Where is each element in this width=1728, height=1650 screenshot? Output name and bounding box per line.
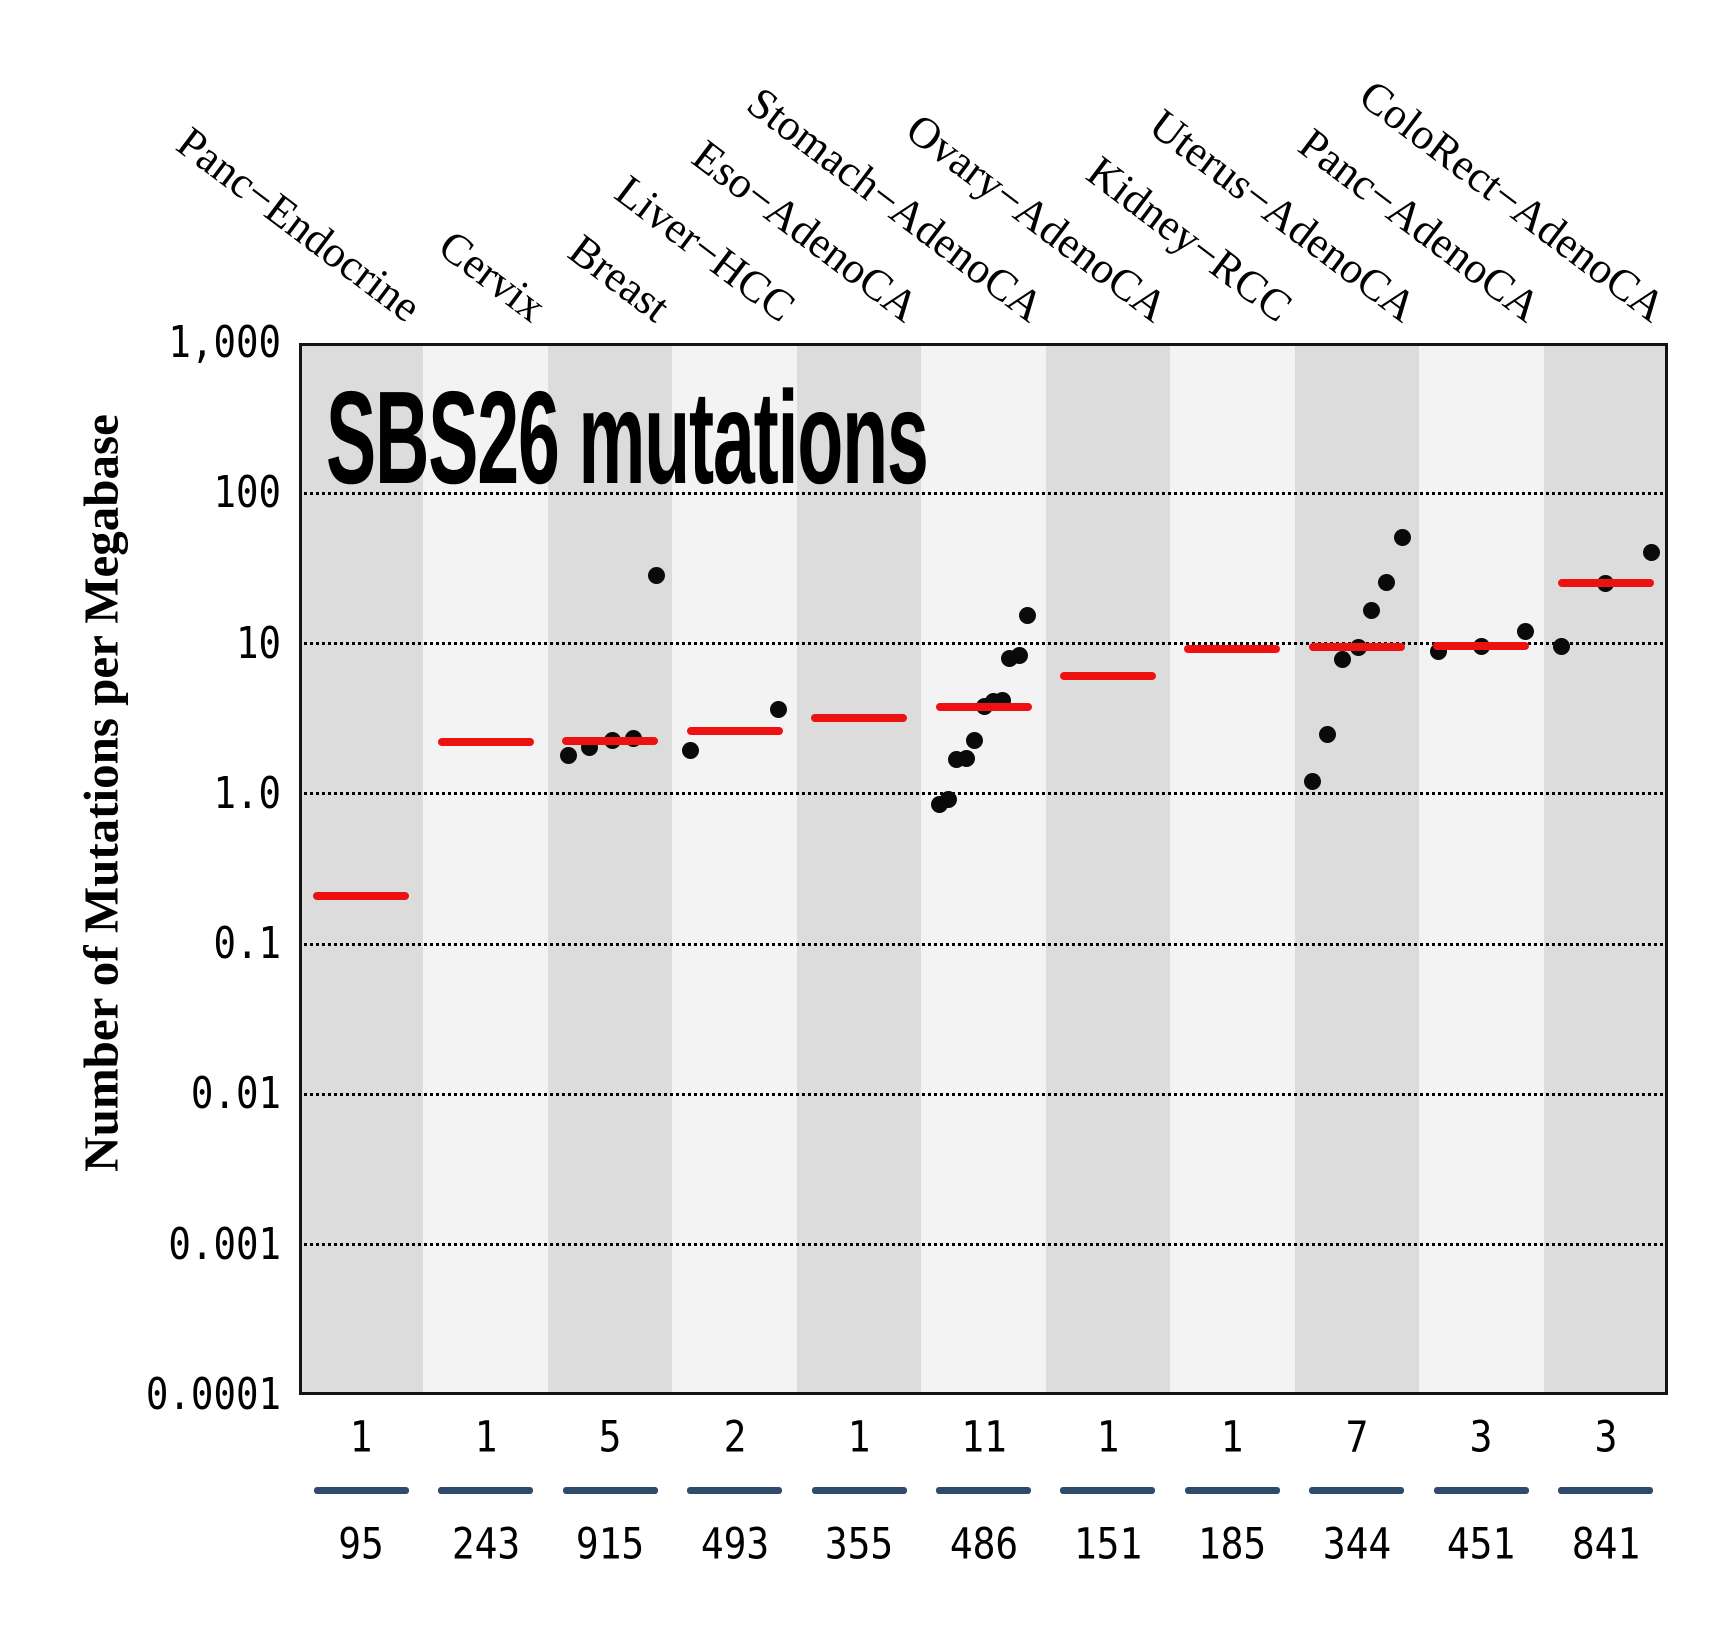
mutated-count: 3 bbox=[1469, 1412, 1493, 1463]
y-gridline bbox=[299, 942, 1668, 946]
fraction-divider bbox=[1060, 1487, 1156, 1494]
total-count: 344 bbox=[1322, 1519, 1392, 1570]
y-tick-label: 0.0001 bbox=[145, 1369, 281, 1420]
fraction-divider bbox=[1558, 1487, 1654, 1494]
total-count: 151 bbox=[1073, 1519, 1143, 1570]
column-band bbox=[1543, 343, 1668, 1395]
fraction-divider bbox=[1184, 1487, 1280, 1494]
median-line bbox=[437, 738, 534, 747]
total-count: 451 bbox=[1447, 1519, 1516, 1570]
column-band bbox=[299, 343, 424, 1395]
sample-dot bbox=[1394, 528, 1412, 546]
y-gridline bbox=[299, 792, 1668, 796]
sample-dot bbox=[682, 742, 700, 760]
column-band bbox=[1294, 343, 1420, 1395]
median-line bbox=[935, 702, 1032, 711]
fraction-divider bbox=[438, 1487, 534, 1494]
y-gridline bbox=[299, 642, 1668, 646]
total-count: 841 bbox=[1571, 1519, 1640, 1570]
median-line bbox=[313, 891, 410, 900]
column-band bbox=[547, 343, 673, 1395]
mutated-count: 1 bbox=[349, 1412, 373, 1463]
mutated-count: 5 bbox=[598, 1412, 622, 1463]
column-band bbox=[1419, 343, 1545, 1395]
sample-dot bbox=[966, 732, 983, 750]
column-band bbox=[672, 343, 798, 1395]
sample-dot bbox=[1304, 773, 1322, 791]
y-tick-label: 100 bbox=[213, 467, 281, 519]
column-band bbox=[921, 343, 1047, 1395]
mutated-count: 2 bbox=[723, 1412, 746, 1463]
column-label: Cervix bbox=[429, 220, 555, 332]
column-band bbox=[1045, 343, 1171, 1395]
fraction-divider bbox=[562, 1487, 658, 1494]
y-tick-label: 1.0 bbox=[213, 767, 281, 819]
chart-title: SBS26 mutations bbox=[326, 364, 929, 511]
y-gridline bbox=[299, 1092, 1668, 1096]
sample-dot bbox=[958, 749, 975, 767]
median-line bbox=[562, 736, 659, 745]
fraction-divider bbox=[1309, 1487, 1405, 1494]
fraction-divider bbox=[687, 1487, 783, 1494]
sample-dot bbox=[647, 566, 665, 584]
median-line bbox=[1308, 643, 1405, 652]
sample-dot bbox=[1334, 651, 1352, 669]
y-gridline bbox=[299, 491, 1668, 495]
y-tick-label: 0.1 bbox=[213, 918, 281, 970]
median-line bbox=[1557, 579, 1654, 588]
total-count: 185 bbox=[1198, 1519, 1267, 1570]
fraction-divider bbox=[936, 1487, 1031, 1494]
total-count: 486 bbox=[949, 1519, 1018, 1570]
mutated-count: 11 bbox=[960, 1412, 1007, 1463]
sample-dot bbox=[1019, 607, 1036, 625]
mutated-count: 1 bbox=[847, 1412, 871, 1463]
plot-area bbox=[299, 343, 1668, 1395]
column-band bbox=[423, 343, 549, 1395]
column-band bbox=[796, 343, 922, 1395]
mutated-count: 7 bbox=[1345, 1412, 1369, 1463]
mutated-count: 1 bbox=[474, 1412, 498, 1463]
sample-dot bbox=[770, 700, 788, 718]
fraction-divider bbox=[313, 1487, 409, 1494]
mutated-count: 1 bbox=[1221, 1412, 1244, 1463]
y-tick-label: 1,000 bbox=[168, 317, 281, 368]
sample-dot bbox=[1553, 637, 1571, 655]
y-tick-label: 0.001 bbox=[168, 1218, 281, 1270]
column-label: Panc−Endocrine bbox=[168, 117, 431, 332]
sample-dot bbox=[1378, 574, 1396, 592]
sample-dot bbox=[559, 746, 577, 764]
sample-dot bbox=[1011, 647, 1028, 665]
fraction-divider bbox=[811, 1487, 907, 1494]
sample-dot bbox=[1516, 622, 1534, 640]
median-line bbox=[1059, 671, 1156, 680]
y-tick-label: 0.01 bbox=[190, 1068, 281, 1120]
sample-dot bbox=[1363, 601, 1381, 619]
median-line bbox=[811, 713, 908, 722]
sample-dot bbox=[1319, 725, 1337, 743]
y-tick-label: 10 bbox=[235, 617, 281, 669]
sample-dot bbox=[1643, 544, 1661, 562]
median-line bbox=[1433, 642, 1530, 651]
median-line bbox=[1184, 645, 1281, 653]
mutated-count: 3 bbox=[1594, 1412, 1618, 1463]
column-band bbox=[1170, 343, 1296, 1395]
total-count: 243 bbox=[451, 1519, 520, 1570]
total-count: 355 bbox=[824, 1519, 894, 1570]
y-gridline bbox=[299, 1243, 1668, 1247]
sample-dot bbox=[940, 790, 957, 808]
total-count: 95 bbox=[338, 1519, 385, 1570]
total-count: 493 bbox=[700, 1519, 769, 1570]
fraction-divider bbox=[1433, 1487, 1529, 1494]
mutated-count: 1 bbox=[1096, 1412, 1120, 1463]
total-count: 915 bbox=[575, 1519, 645, 1570]
median-line bbox=[686, 727, 783, 736]
